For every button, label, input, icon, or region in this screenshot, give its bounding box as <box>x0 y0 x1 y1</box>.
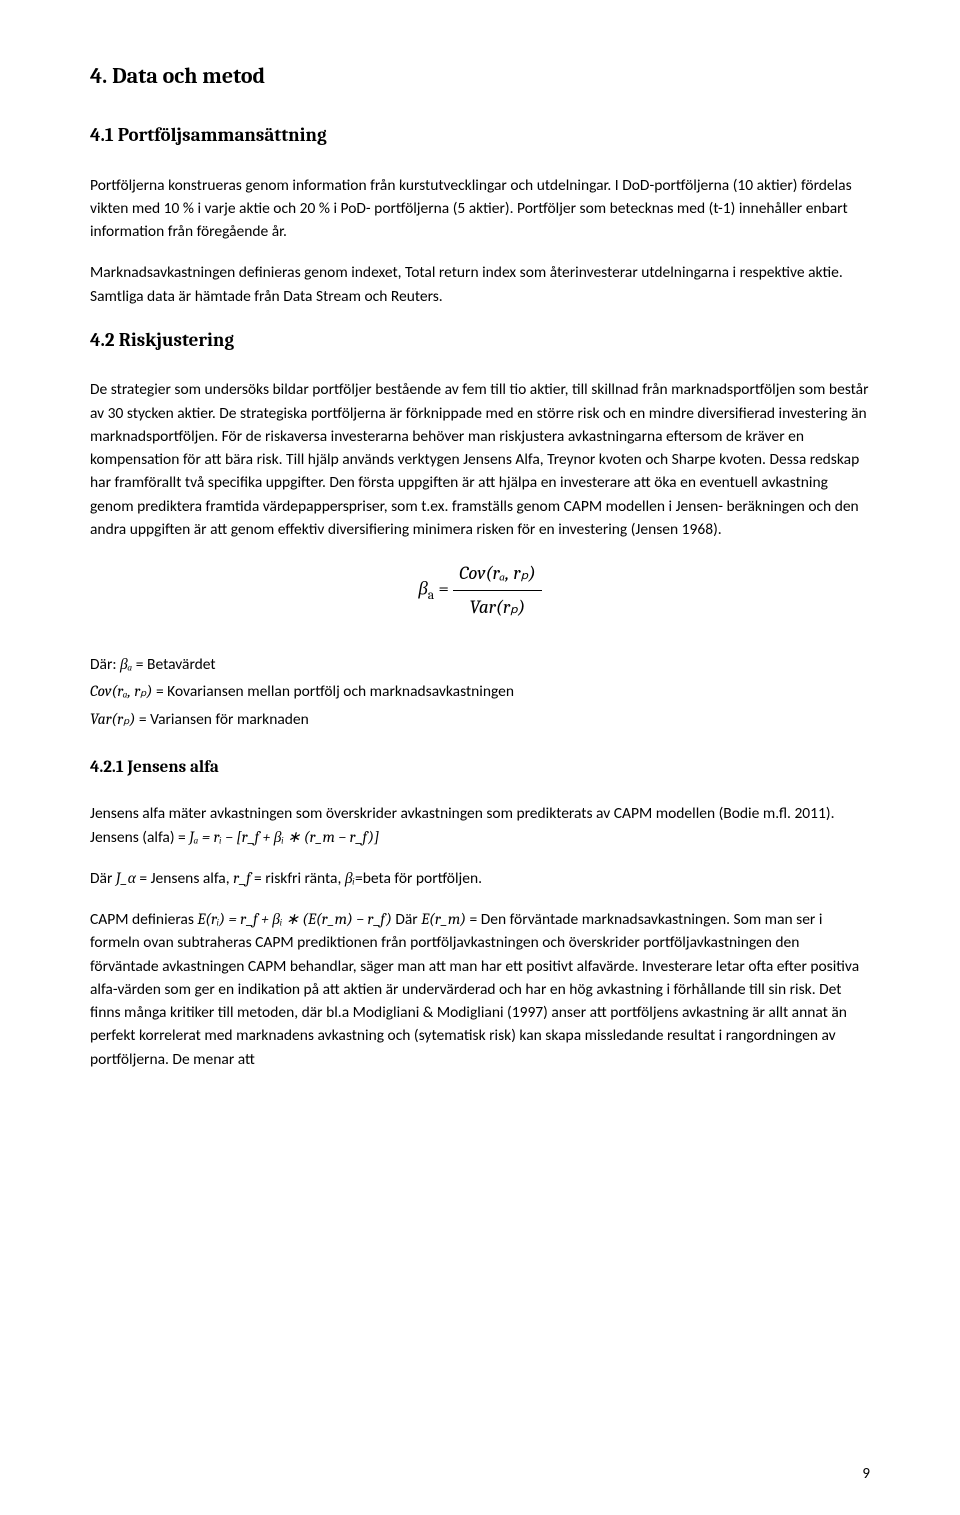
eq-numerator: Cov(rₐ, rₚ) <box>453 559 542 591</box>
inline-math: Jₐ = rᵢ − [r_f + βᵢ ∗ (r_m − r_f)] <box>189 828 379 846</box>
text-run: = Jensens alfa, <box>136 869 233 888</box>
def-symbol: Cov(rₐ, rₚ) <box>90 682 152 700</box>
paragraph: Jensens alfa mäter avkastningen som över… <box>90 802 870 849</box>
def-text: = Kovariansen mellan portfölj och markna… <box>152 682 514 701</box>
inline-math: r_f <box>233 869 250 887</box>
text-run: =beta för portföljen. <box>355 869 482 888</box>
paragraph: CAPM definieras E(rᵢ) = r_f + βᵢ ∗ (E(r_… <box>90 908 870 1071</box>
eq-denominator: Var(rₚ) <box>453 591 542 622</box>
def-text: = Variansen för marknaden <box>135 710 308 729</box>
def-line: Cov(rₐ, rₚ) = Kovariansen mellan portföl… <box>90 680 870 703</box>
eq-lhs-symbol: β <box>418 577 427 599</box>
paragraph: Där J_α = Jensens alfa, r_f = riskfri rä… <box>90 867 870 890</box>
paragraph: Portföljerna konstrueras genom informati… <box>90 174 870 244</box>
heading-subsection-4-1: 4.1 Portföljsammansättning <box>90 121 870 150</box>
eq-fraction: Cov(rₐ, rₚ) Var(rₚ) <box>453 559 542 621</box>
paragraph: Marknadsavkastningen definieras genom in… <box>90 261 870 308</box>
page: 4. Data och metod 4.1 Portföljsammansätt… <box>0 0 960 1515</box>
def-line: Var(rₚ) = Variansen för marknaden <box>90 708 870 731</box>
eq-equals: = <box>434 577 453 599</box>
page-number: 9 <box>862 1463 870 1486</box>
paragraph: De strategier som undersöks bildar portf… <box>90 378 870 541</box>
text-run: Där <box>90 869 116 888</box>
heading-subsection-4-2: 4.2 Riskjustering <box>90 326 870 355</box>
equation-beta: βa = Cov(rₐ, rₚ) Var(rₚ) <box>90 559 870 621</box>
text-run: = riskfri ränta, <box>251 869 345 888</box>
inline-math: E(r_m) <box>421 910 466 928</box>
def-line: Där: βₐ = Betavärdet <box>90 653 870 676</box>
text-run: Där <box>392 910 421 929</box>
def-symbol: βₐ <box>120 655 132 673</box>
def-symbol: Var(rₚ) <box>90 710 135 728</box>
definitions-block: Där: βₐ = Betavärdet Cov(rₐ, rₚ) = Kovar… <box>90 653 870 731</box>
heading-section-4: 4. Data och metod <box>90 60 870 93</box>
def-text: = Betavärdet <box>132 655 215 674</box>
def-where-label: Där: <box>90 655 120 674</box>
inline-math: E(rᵢ) = r_f + βᵢ ∗ (E(r_m) − r_f) <box>197 910 391 928</box>
text-run: CAPM definieras <box>90 910 197 929</box>
inline-math: βᵢ <box>345 869 355 887</box>
text-run: = Den förväntade marknadsavkastningen. S… <box>90 910 859 1069</box>
inline-math: J_α <box>116 869 136 887</box>
heading-subsubsection-4-2-1: 4.2.1 Jensens alfa <box>90 755 870 781</box>
